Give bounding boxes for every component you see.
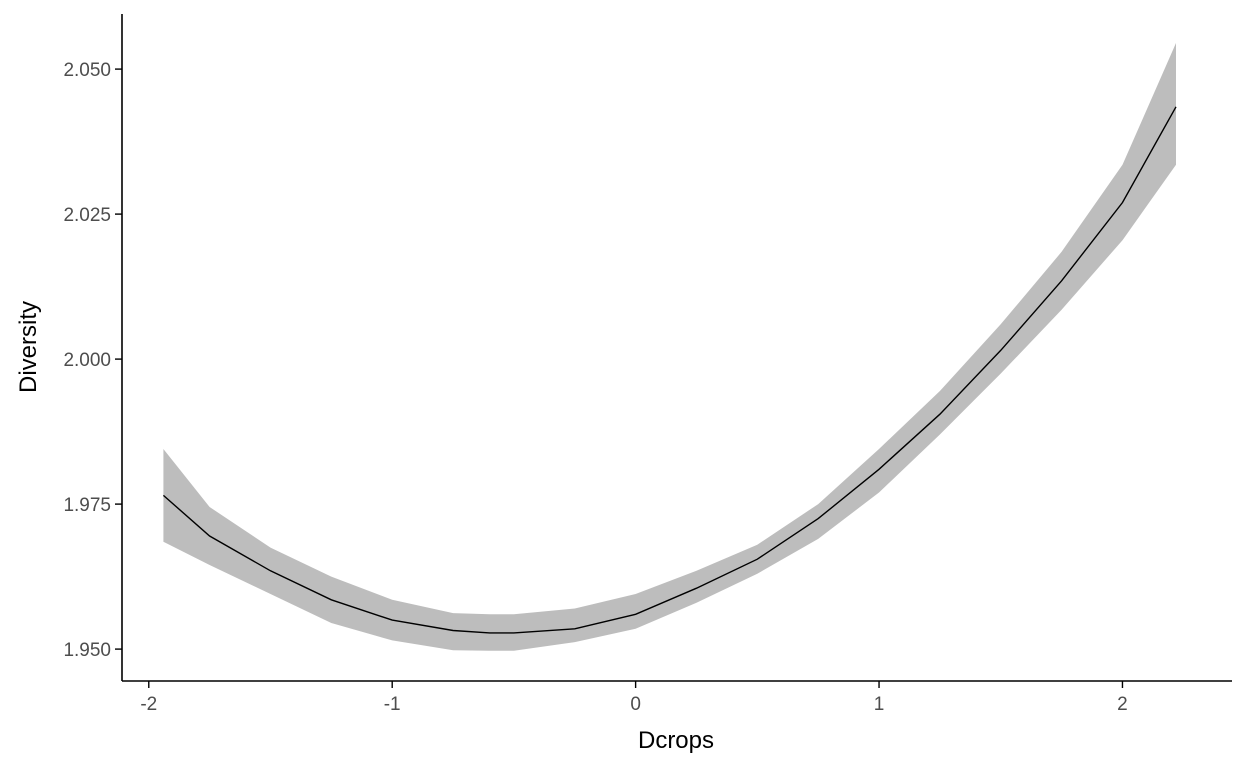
plot-area — [162, 43, 1177, 651]
x-tick-label: 0 — [630, 694, 641, 715]
y-tick-label: 1.950 — [63, 640, 111, 661]
y-tick-label: 2.000 — [63, 350, 111, 371]
fit-line — [162, 106, 1177, 634]
y-tick-label: 1.975 — [63, 495, 111, 516]
x-tick-label: -2 — [140, 694, 157, 715]
y-tick-label: 2.025 — [63, 205, 111, 226]
x-tick-label: 1 — [874, 694, 885, 715]
y-axis-title: Diversity — [15, 301, 42, 393]
x-tick-label: 2 — [1117, 694, 1128, 715]
x-axis-title: Dcrops — [638, 727, 714, 754]
axes: -2 -1 0 1 2 1.950 1.975 2.000 2.025 2.050 — [63, 14, 1232, 715]
confidence-band — [163, 43, 1176, 651]
x-tick-label: -1 — [384, 694, 401, 715]
y-tick-label: 2.050 — [63, 60, 111, 81]
